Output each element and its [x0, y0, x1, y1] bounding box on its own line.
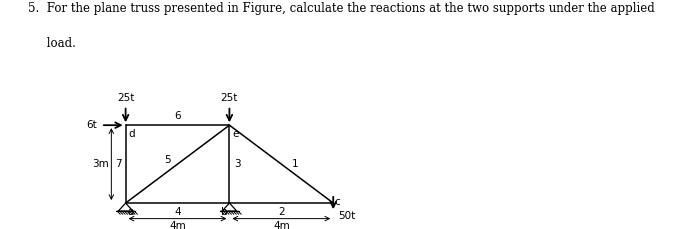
Text: 5: 5: [164, 155, 171, 165]
Text: c: c: [335, 197, 340, 207]
Text: d: d: [128, 129, 135, 139]
Text: load.: load.: [28, 37, 76, 50]
Text: 25t: 25t: [117, 93, 134, 103]
Text: 7: 7: [115, 159, 122, 169]
Text: e: e: [232, 129, 239, 139]
Text: b: b: [220, 207, 228, 217]
Text: 6t: 6t: [86, 120, 97, 130]
Text: 4: 4: [174, 207, 181, 217]
Text: 3: 3: [234, 159, 241, 169]
Text: 4m: 4m: [169, 221, 186, 229]
Text: 2: 2: [278, 207, 285, 217]
Text: a: a: [127, 207, 133, 217]
Text: 5.  For the plane truss presented in Figure, calculate the reactions at the two : 5. For the plane truss presented in Figu…: [28, 2, 654, 15]
Text: 6: 6: [174, 111, 181, 121]
Text: 3m: 3m: [92, 159, 108, 169]
Text: 50t: 50t: [338, 211, 355, 221]
Text: 4m: 4m: [273, 221, 290, 229]
Text: 25t: 25t: [220, 93, 238, 103]
Text: 1: 1: [292, 159, 298, 169]
